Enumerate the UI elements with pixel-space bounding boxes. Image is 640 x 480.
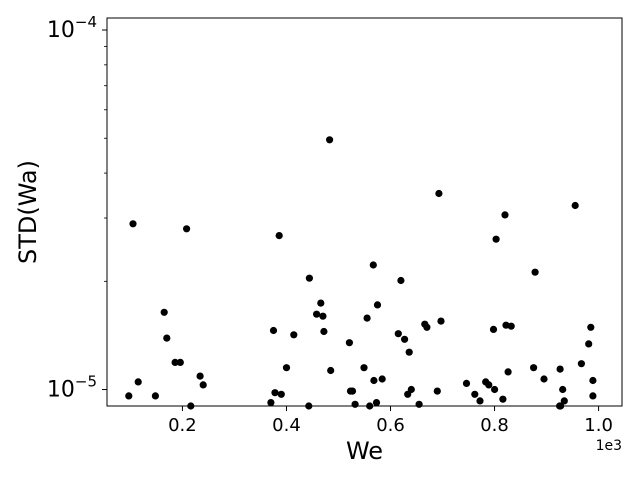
data-point (271, 389, 279, 397)
data-point (196, 372, 204, 380)
data-point (171, 358, 179, 366)
x-ticks-layer: 0.2 0.4 0.6 0.8 1.0 (168, 406, 613, 436)
data-point (423, 323, 431, 331)
data-point (351, 400, 359, 408)
x-tick-label: 0.8 (480, 415, 509, 436)
data-point (492, 235, 500, 243)
data-point (378, 375, 386, 383)
x-axis-offset-label: 1e3 (596, 438, 622, 454)
data-point (462, 379, 471, 387)
data-point (305, 274, 313, 282)
data-point (540, 375, 548, 383)
data-point (587, 323, 595, 331)
data-point (433, 387, 441, 395)
data-point (183, 225, 191, 233)
data-point (560, 397, 568, 405)
data-point (313, 310, 321, 318)
data-point (585, 340, 593, 348)
data-point (129, 220, 137, 228)
data-point (530, 364, 538, 372)
data-point (485, 381, 493, 389)
data-point (176, 358, 184, 366)
data-point (134, 378, 142, 386)
y-axis-label: STD(Wa) (14, 160, 42, 264)
data-point (471, 390, 479, 398)
data-point (319, 312, 327, 320)
data-point (125, 392, 133, 400)
x-axis-label: We (346, 437, 383, 465)
data-point (363, 314, 371, 322)
data-point (577, 360, 586, 368)
data-point (199, 381, 207, 389)
data-point (397, 276, 405, 285)
data-point (282, 364, 291, 372)
data-point (275, 232, 283, 240)
data-point (327, 366, 335, 375)
data-point (589, 392, 597, 400)
x-tick-label: 0.4 (272, 415, 301, 436)
x-tick-label: 0.2 (168, 415, 197, 436)
data-point (163, 334, 171, 342)
x-tick-label: 0.6 (376, 415, 405, 436)
data-point (269, 326, 278, 335)
data-point (290, 331, 298, 339)
data-point (504, 368, 512, 376)
data-point (437, 317, 445, 325)
data-point (267, 399, 275, 407)
data-point (507, 322, 515, 330)
data-point (160, 308, 168, 316)
data-point (370, 376, 378, 385)
points-layer (125, 136, 597, 410)
data-point (277, 390, 285, 398)
data-point (372, 399, 381, 407)
data-point (491, 385, 499, 394)
data-point (394, 330, 402, 338)
data-point (401, 335, 409, 343)
data-point (345, 339, 353, 347)
data-point (405, 348, 413, 356)
data-point (373, 301, 382, 309)
data-point (501, 211, 509, 219)
data-point (407, 385, 415, 394)
data-point (435, 189, 443, 198)
data-point (499, 395, 507, 403)
data-point (489, 325, 498, 333)
data-point (476, 397, 484, 405)
data-point (415, 400, 423, 408)
data-point (326, 136, 334, 144)
data-point (320, 327, 328, 336)
data-point (556, 365, 564, 373)
data-point (151, 392, 159, 400)
data-point (369, 261, 377, 269)
data-point (317, 299, 325, 307)
data-point (589, 376, 597, 385)
x-tick-label: 1.0 (584, 415, 613, 436)
data-point (571, 201, 579, 210)
data-point (559, 385, 567, 394)
plot-frame (106, 17, 623, 407)
data-point (531, 268, 539, 276)
data-point (360, 364, 368, 372)
data-point (348, 387, 357, 395)
